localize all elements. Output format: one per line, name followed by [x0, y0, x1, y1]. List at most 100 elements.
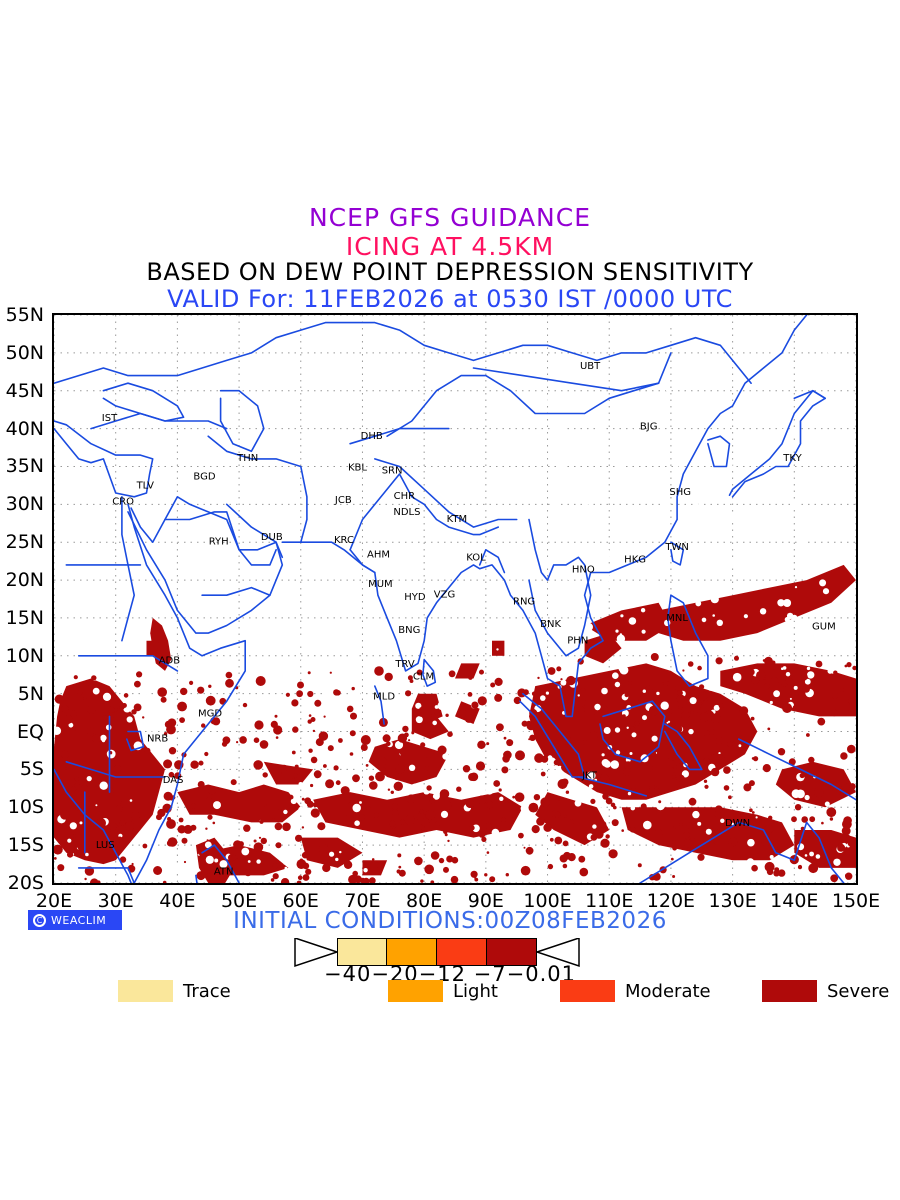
icing-region-21 [584, 633, 622, 664]
y-axis-tick-35N: 35N [5, 455, 44, 478]
city-label-tky: TKY [782, 453, 802, 464]
y-axis-tick-15S: 15S [7, 834, 44, 857]
category-legend: Trace Light Moderate Severe [0, 980, 900, 1006]
city-label-jkt: JKT [581, 771, 598, 782]
icing-region-23 [362, 860, 388, 876]
city-label-ist: IST [102, 413, 118, 424]
x-axis-tick-130E: 130E [708, 890, 757, 912]
city-label-hkg: HKG [624, 555, 646, 566]
y-axis-tick-5N: 5N [17, 682, 44, 705]
city-label-bgd: BGD [193, 471, 215, 482]
legend-label-severe: Severe [827, 980, 890, 1002]
city-label-vzg: VZG [434, 590, 455, 601]
y-axis-tick-EQ: EQ [17, 720, 44, 743]
city-label-nrb: NRB [147, 733, 168, 744]
colorbar-swatch-0 [337, 938, 387, 966]
initial-conditions-text: INITIAL CONDITIONS:00Z08FEB2026 [233, 908, 667, 934]
y-axis-tick-30N: 30N [5, 493, 44, 516]
y-axis-tick-25N: 25N [5, 531, 44, 554]
city-label-lus: LUS [96, 840, 115, 851]
city-label-ahm: AHM [367, 549, 390, 560]
x-axis-tick-30E: 30E [97, 890, 134, 912]
y-axis-tick-55N: 55N [5, 304, 44, 326]
y-axis-tick-40N: 40N [5, 417, 44, 440]
city-label-shg: SHG [669, 487, 691, 498]
colorbar [0, 938, 900, 970]
colorbar-right-arrow [534, 938, 580, 968]
colorbar-swatches [337, 938, 537, 966]
icing-region-22 [146, 640, 159, 656]
icing-region-4 [263, 761, 314, 785]
city-label-ubt: UBT [580, 361, 601, 372]
y-axis-tick-20S: 20S [7, 872, 44, 894]
map-plot-area[interactable]: IST UBT BJG TKY THN DHB KBL SRN CHR BGD TLV CRO JCB N… [52, 313, 858, 885]
x-axis-tick-120E: 120E [646, 890, 696, 912]
colorbar-swatch-1 [387, 938, 437, 966]
icing-region-16 [584, 602, 671, 641]
city-label-dub: DUB [261, 532, 283, 543]
y-axis-tick-15N: 15N [5, 606, 44, 629]
city-label-bjg: BJG [640, 421, 658, 432]
city-label-gum: GUM [812, 621, 836, 632]
legend-swatch-light [388, 980, 443, 1002]
x-axis-tick-40E: 40E [159, 890, 196, 912]
city-label-srn: SRN [382, 465, 403, 476]
x-axis-tick-110E: 110E [585, 890, 634, 912]
y-axis-tick-5S: 5S [19, 758, 44, 781]
city-label-phn: PHN [567, 636, 588, 647]
x-axis-tick-100E: 100E [523, 890, 572, 912]
colorbar-tick-labels: −40−20−12 −7−0.01 [324, 962, 576, 986]
valid-time-text: VALID For: 11FEB2026 at 0530 IST /0000 U… [167, 285, 733, 313]
city-label-rng: RNG [513, 596, 535, 607]
city-label-ktm: KTM [447, 514, 468, 525]
copyright-circle-icon: C [33, 913, 46, 927]
x-axis-tick-20E: 20E [35, 890, 73, 912]
city-label-mgd: MGD [198, 708, 222, 719]
city-label-atn: ATN [214, 867, 234, 878]
city-label-ryh: RYH [209, 537, 229, 548]
weaclim-badge: C WEACLIM [28, 910, 122, 930]
legend-swatch-severe [762, 980, 817, 1002]
map-coastlines [54, 315, 856, 883]
legend-label-moderate: Moderate [625, 980, 711, 1002]
colorbar-swatch-3 [487, 938, 537, 966]
legend-item-moderate: Moderate [560, 980, 711, 1002]
legend-swatch-trace [118, 980, 173, 1002]
x-axis-tick-50E: 50E [220, 890, 258, 912]
icing-region-19 [455, 663, 480, 679]
x-axis-tick-60E: 60E [282, 890, 319, 912]
city-label-das: DAS [163, 775, 184, 786]
x-axis-tick-90E: 90E [467, 890, 504, 912]
icing-region-3 [177, 784, 301, 823]
icing-region-13 [535, 792, 610, 846]
city-label-dwn: DWN [725, 818, 750, 829]
x-axis-tick-150E: 150E [831, 890, 881, 912]
city-label-thn: THN [236, 453, 258, 464]
y-axis-tick-10S: 10S [7, 796, 44, 819]
city-label-bnk: BNK [540, 619, 561, 630]
city-label-hno: HNO [572, 565, 595, 576]
city-label-ndls: NDLS [393, 507, 420, 518]
icing-region-20 [492, 640, 505, 656]
city-label-mum: MUM [368, 579, 393, 590]
y-axis-tick-45N: 45N [5, 379, 44, 402]
legend-swatch-moderate [560, 980, 615, 1002]
legend-item-severe: Severe [762, 980, 889, 1002]
city-label-kol: KOL [466, 552, 486, 563]
city-label-hyd: HYD [404, 592, 426, 603]
city-label-trv: TRV [394, 659, 415, 670]
city-label-krc: KRC [334, 535, 354, 546]
y-axis-tick-20N: 20N [5, 569, 44, 592]
city-label-adb: ADB [159, 655, 181, 666]
colorbar-left-arrow [294, 938, 340, 968]
icing-texture [54, 315, 856, 883]
weaclim-label: WEACLIM [51, 913, 107, 927]
legend-item-light: Light [388, 980, 498, 1002]
page-title: NCEP GFS GUIDANCE [308, 203, 591, 232]
x-axis-tick-70E: 70E [344, 890, 381, 912]
page-subtitle: ICING AT 4.5KM [345, 232, 555, 261]
city-label-kbl: KBL [348, 462, 367, 473]
y-axis-tick-10N: 10N [5, 644, 44, 667]
